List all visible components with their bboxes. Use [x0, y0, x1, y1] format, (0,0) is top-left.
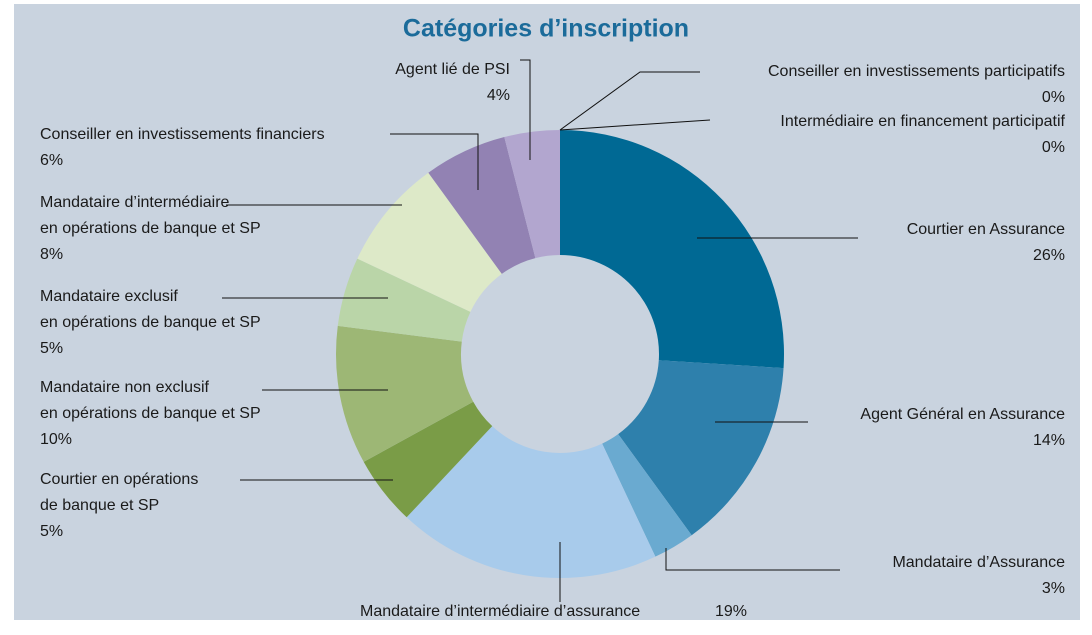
value-label: 10% — [40, 431, 72, 448]
chart-title: Catégories d’inscription — [403, 15, 689, 43]
value-label: 5% — [40, 340, 63, 357]
donut-slice — [337, 258, 471, 342]
slice-label: Mandataire d’Assurance — [892, 554, 1065, 571]
donut-slice — [336, 325, 474, 462]
slice-label: Mandataire exclusif — [40, 288, 178, 305]
slice-label: Conseiller en investissements financiers — [40, 126, 325, 143]
value-label: 14% — [1033, 432, 1065, 449]
donut-slice — [504, 130, 560, 259]
value-label: 26% — [1033, 247, 1065, 264]
leader-line — [559, 71, 700, 131]
donut-slice — [602, 434, 692, 557]
slice-label: Courtier en opérations — [40, 471, 198, 488]
slice-label: Intermédiaire en financement participati… — [780, 113, 1065, 130]
leader-line — [559, 119, 711, 131]
donut-slice — [363, 401, 493, 518]
value-label: 0% — [1042, 139, 1065, 156]
slice-label: de banque et SP — [40, 497, 159, 514]
slice-label: en opérations de banque et SP — [40, 405, 261, 422]
slice-label: Mandataire non exclusif — [40, 379, 210, 396]
donut-slice — [428, 137, 536, 274]
leader-line — [520, 59, 531, 160]
slice-label: Agent lié de PSI — [395, 61, 510, 78]
slice-label: Conseiller en investissements participat… — [768, 63, 1065, 80]
leader-line — [665, 548, 840, 571]
donut-slice — [560, 130, 784, 369]
donut-slice — [357, 172, 502, 312]
slice-label: en opérations de banque et SP — [40, 314, 261, 331]
slice-label: Courtier en Assurance — [907, 221, 1065, 238]
value-label: 5% — [40, 523, 63, 540]
slice-label: en opérations de banque et SP — [40, 220, 261, 237]
donut-slice — [406, 426, 656, 579]
value-label: 6% — [40, 152, 63, 169]
leader-line — [390, 133, 479, 190]
value-label: 4% — [487, 87, 510, 104]
value-label: 3% — [1042, 580, 1065, 597]
slice-label: Mandataire d’intermédiaire d’assurance — [360, 603, 640, 620]
slice-label: Mandataire d’intermédiaire — [40, 194, 230, 211]
value-label: 19% — [715, 603, 747, 620]
slice-label: Agent Général en Assurance — [860, 406, 1065, 423]
value-label: 0% — [1042, 89, 1065, 106]
value-label: 8% — [40, 246, 63, 263]
donut-slice — [618, 360, 784, 536]
